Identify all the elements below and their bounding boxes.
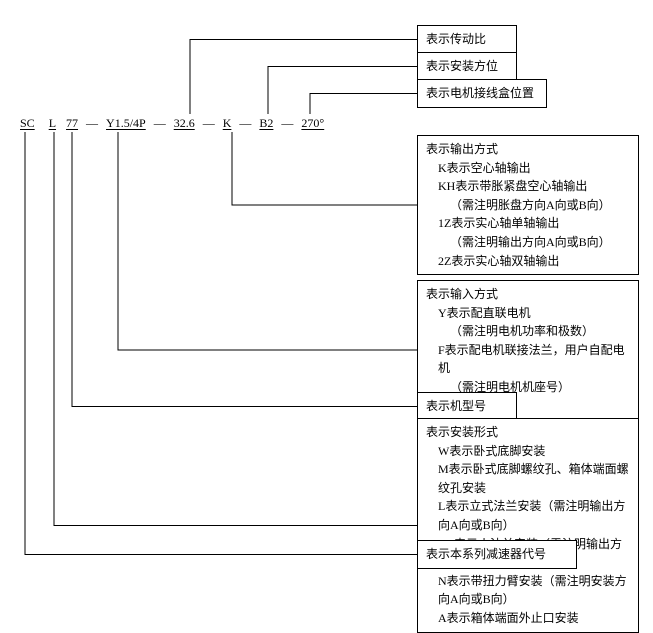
box-series-title: 表示本系列减速器代号 bbox=[426, 545, 568, 564]
seg-77: 77 bbox=[64, 116, 80, 131]
seg-k: K bbox=[221, 116, 234, 131]
box-input-l2: F表示配电机联接法兰，用户自配电机 bbox=[438, 341, 630, 378]
dash-1: — bbox=[80, 116, 104, 131]
seg-270: 270° bbox=[299, 116, 326, 131]
box-output-l1: K表示空心轴输出 bbox=[438, 159, 630, 178]
box-mount-pos: 表示安装方位 bbox=[417, 52, 517, 81]
box-terminal-title: 表示电机接线盒位置 bbox=[426, 84, 538, 103]
box-mount-pos-title: 表示安装方位 bbox=[426, 57, 508, 76]
box-mount-form-l6: A表示箱体端面外止口安装 bbox=[438, 609, 630, 628]
box-ratio-title: 表示传动比 bbox=[426, 30, 508, 49]
box-series: 表示本系列减速器代号 bbox=[417, 540, 577, 569]
box-output: 表示输出方式 K表示空心轴输出 KH表示带胀紧盘空心轴输出 （需注明胀盘方向A向… bbox=[417, 135, 639, 275]
box-input-l1s: （需注明电机功率和极数） bbox=[450, 322, 630, 341]
box-terminal: 表示电机接线盒位置 bbox=[417, 79, 547, 108]
box-output-title: 表示输出方式 bbox=[426, 140, 630, 159]
seg-sc: SC bbox=[18, 116, 37, 131]
dash-5: — bbox=[275, 116, 299, 131]
box-output-l4: 2Z表示实心轴双轴输出 bbox=[438, 252, 630, 271]
box-model-title: 表示机型号 bbox=[426, 397, 508, 416]
seg-y: Y1.5/4P bbox=[104, 116, 148, 131]
box-mount-form-l5: N表示带扭力臂安装（需注明安装方向A向或B向） bbox=[438, 572, 630, 609]
box-mount-form-l2: M表示卧式底脚螺纹孔、箱体端面螺纹孔安装 bbox=[438, 460, 630, 497]
seg-b2: B2 bbox=[257, 116, 275, 131]
model-code-row: SC L 77 — Y1.5/4P — 32.6 — K — B2 — 270° bbox=[18, 116, 326, 131]
dash-2: — bbox=[148, 116, 172, 131]
box-mount-form: 表示安装形式 W表示卧式底脚安装 M表示卧式底脚螺纹孔、箱体端面螺纹孔安装 L表… bbox=[417, 418, 639, 633]
box-output-l3: 1Z表示实心轴单轴输出 bbox=[438, 214, 630, 233]
dash-3: — bbox=[197, 116, 221, 131]
box-mount-form-l3: L表示立式法兰安装（需注明输出方向A向或B向） bbox=[438, 497, 630, 534]
seg-ratio: 32.6 bbox=[172, 116, 197, 131]
box-model: 表示机型号 bbox=[417, 392, 517, 421]
box-ratio: 表示传动比 bbox=[417, 25, 517, 54]
box-output-l3s: （需注明输出方向A向或B向） bbox=[450, 233, 630, 252]
seg-l: L bbox=[47, 116, 58, 131]
box-output-l2s: （需注明胀盘方向A向或B向） bbox=[450, 196, 630, 215]
box-mount-form-title: 表示安装形式 bbox=[426, 423, 630, 442]
dash-4: — bbox=[233, 116, 257, 131]
box-input-l1: Y表示配直联电机 bbox=[438, 304, 630, 323]
box-output-l2: KH表示带胀紧盘空心轴输出 bbox=[438, 177, 630, 196]
box-mount-form-l1: W表示卧式底脚安装 bbox=[438, 442, 630, 461]
box-input-title: 表示输入方式 bbox=[426, 285, 630, 304]
